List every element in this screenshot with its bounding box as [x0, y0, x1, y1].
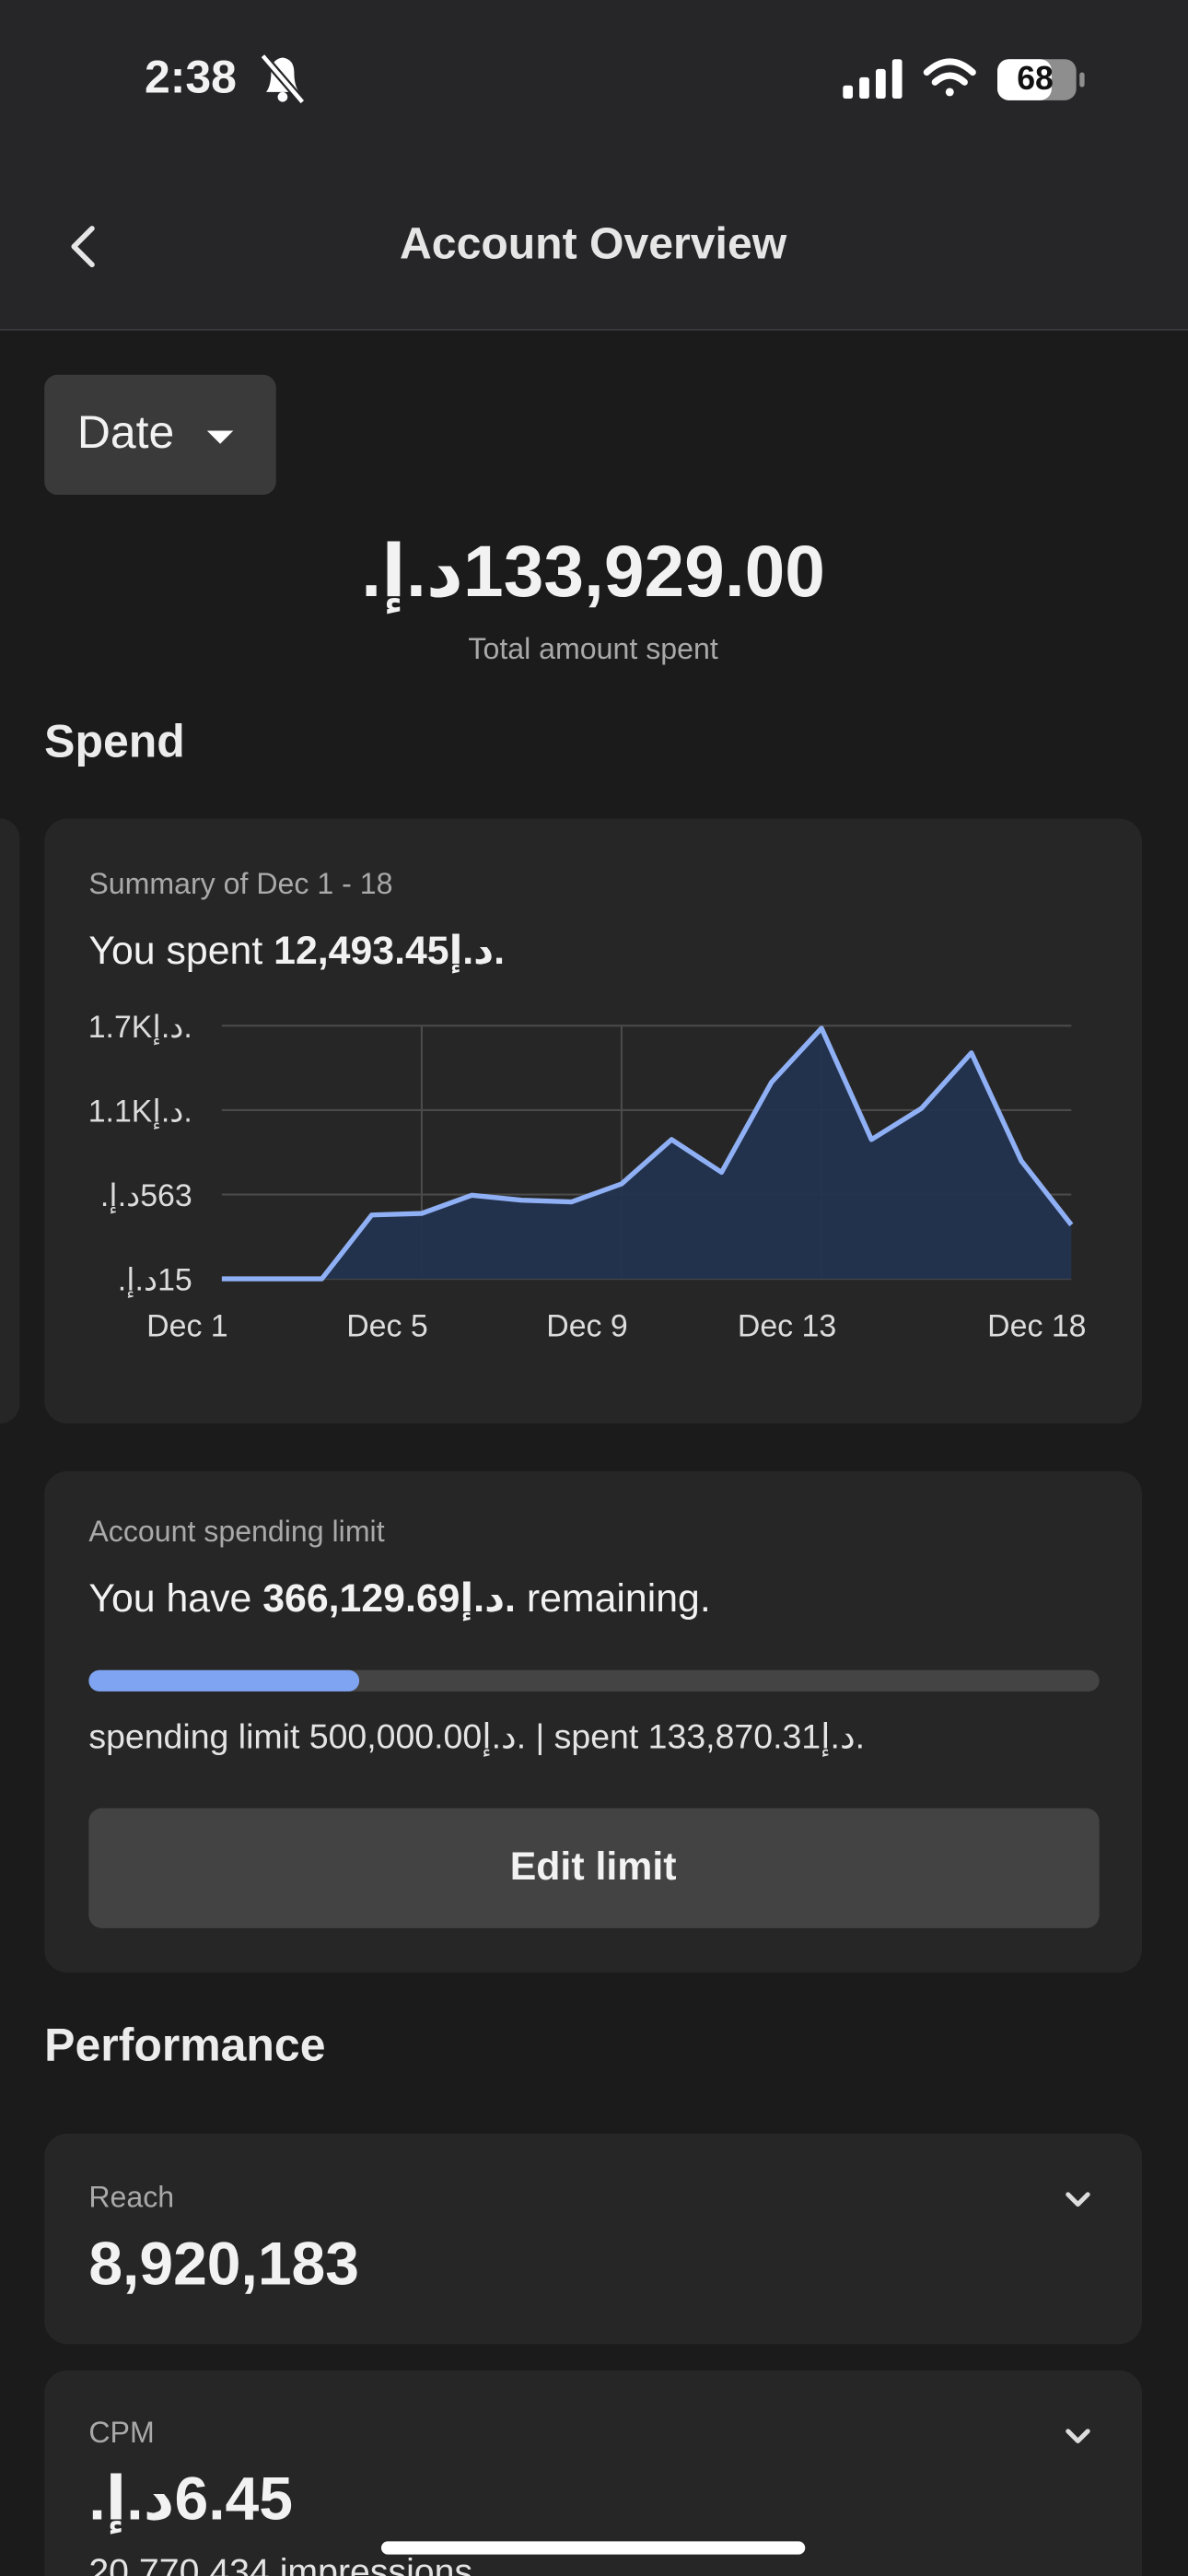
button-background[interactable]	[88, 1808, 1100, 1928]
x-tick-label: Dec 13	[738, 1309, 836, 1344]
y-tick-label: 1.1Kد.إ.	[88, 1094, 192, 1130]
total-label: Total amount spent	[468, 632, 717, 665]
metric-card[interactable]	[44, 2133, 1143, 2345]
header-bar	[0, 0, 1188, 329]
title-text: You spent	[88, 929, 274, 973]
x-tick-label: Dec 18	[987, 1309, 1086, 1344]
date-filter[interactable]: Date	[44, 374, 276, 496]
edit-limit-button[interactable]: Edit limit	[88, 1808, 1100, 1928]
limit-title: Account spending limit	[88, 1515, 384, 1548]
battery-icon: 68	[997, 59, 1085, 100]
metric-value: 6.45د.إ.	[88, 2465, 293, 2535]
cpm-card[interactable]: CPM 6.45د.إ. 20,770,434 impressions	[44, 2370, 1143, 2576]
battery-level: 68	[1017, 60, 1054, 97]
wifi-icon	[923, 58, 976, 97]
y-tick-label: 1.7Kد.إ.	[88, 1010, 192, 1046]
page-title: Account Overview	[400, 218, 787, 268]
limit-detail: spending limit 500,000.00د.إ. | spent 13…	[88, 1717, 865, 1758]
progress-fill	[88, 1669, 360, 1692]
filter-label: Date	[77, 406, 174, 458]
headline-text: remaining.	[516, 1576, 711, 1621]
x-tick-label: Dec 9	[546, 1309, 628, 1344]
expand-chevron[interactable]	[1066, 2192, 1090, 2207]
metric-detail: 20,770,434 impressions	[88, 2551, 472, 2576]
reach-card[interactable]: Reach 8,920,183	[44, 2133, 1143, 2345]
chart-title: You spent 12,493.45د.إ.	[88, 929, 505, 974]
remaining-amount: 366,129.69د.إ.	[262, 1576, 516, 1622]
metric-card[interactable]	[44, 2370, 1143, 2576]
section-title: Performance	[44, 2019, 325, 2070]
headline-text: You have	[88, 1576, 262, 1621]
y-tick-label: 563د.إ.	[100, 1178, 192, 1214]
area	[221, 1028, 1072, 1280]
back-button[interactable]	[71, 226, 95, 268]
line	[221, 1025, 1074, 1282]
home-indicator	[380, 2541, 806, 2555]
limit-headline: You have 366,129.69د.إ. remaining.	[88, 1576, 710, 1622]
x-tick-label: Dec 1	[146, 1309, 228, 1344]
dropdown-arrow	[206, 430, 234, 444]
metric-value: 8,920,183	[88, 2230, 359, 2298]
time: 2:38	[145, 52, 237, 103]
metric-label: Reach	[88, 2181, 174, 2214]
filter-button[interactable]	[44, 374, 276, 496]
section-title: Spend	[44, 715, 185, 767]
chart-subtitle: Summary of Dec 1 - 18	[88, 867, 392, 900]
plot: 15د.إ. 563د.إ. 1.1Kد.إ. 1.7Kد.إ. Dec 1 Dec 5 D…	[88, 1010, 1087, 1344]
title-amount: 12,493.45د.إ.	[274, 929, 505, 974]
total-amount: 133,929.00د.إ.	[361, 531, 825, 615]
signal-icon	[843, 59, 903, 100]
y-tick-label: 15د.إ.	[118, 1263, 192, 1299]
previous-card[interactable]	[0, 818, 20, 1424]
metric-label: CPM	[88, 2416, 154, 2449]
expand-chevron[interactable]	[1066, 2429, 1090, 2444]
silent-icon	[260, 53, 306, 105]
button-label: Edit limit	[510, 1844, 677, 1889]
x-tick-label: Dec 5	[346, 1309, 428, 1344]
